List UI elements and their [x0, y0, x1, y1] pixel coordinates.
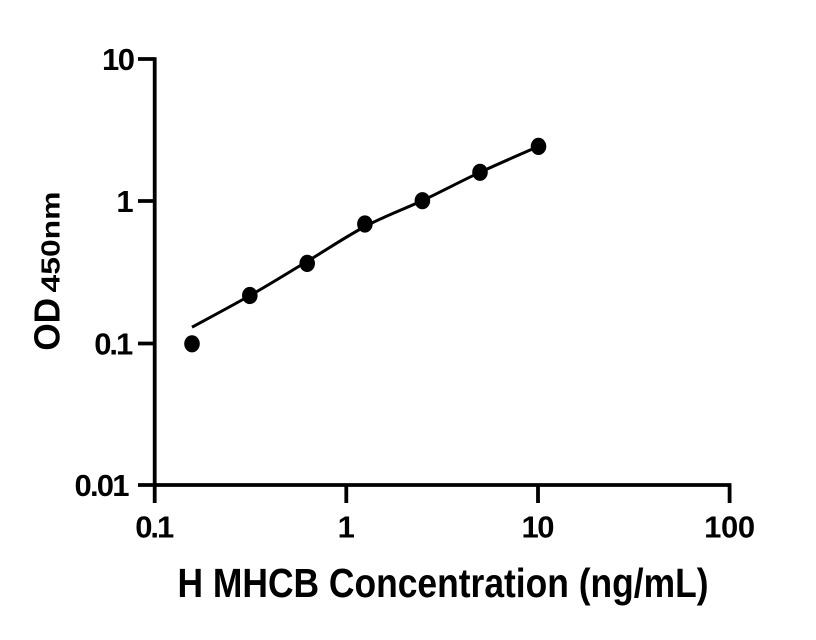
svg-text:0.01: 0.01 [75, 468, 130, 503]
svg-text:H MHCB Concentration (ng/mL): H MHCB Concentration (ng/mL) [178, 560, 709, 606]
svg-text:1: 1 [116, 184, 133, 219]
svg-text:450nm: 450nm [36, 192, 66, 293]
svg-text:0.1: 0.1 [94, 327, 133, 362]
svg-text:100: 100 [704, 510, 755, 545]
svg-text:1: 1 [338, 510, 355, 545]
svg-text:OD: OD [27, 298, 68, 351]
svg-text:0.1: 0.1 [135, 510, 174, 545]
svg-text:10: 10 [102, 42, 135, 77]
svg-text:10: 10 [522, 510, 555, 545]
